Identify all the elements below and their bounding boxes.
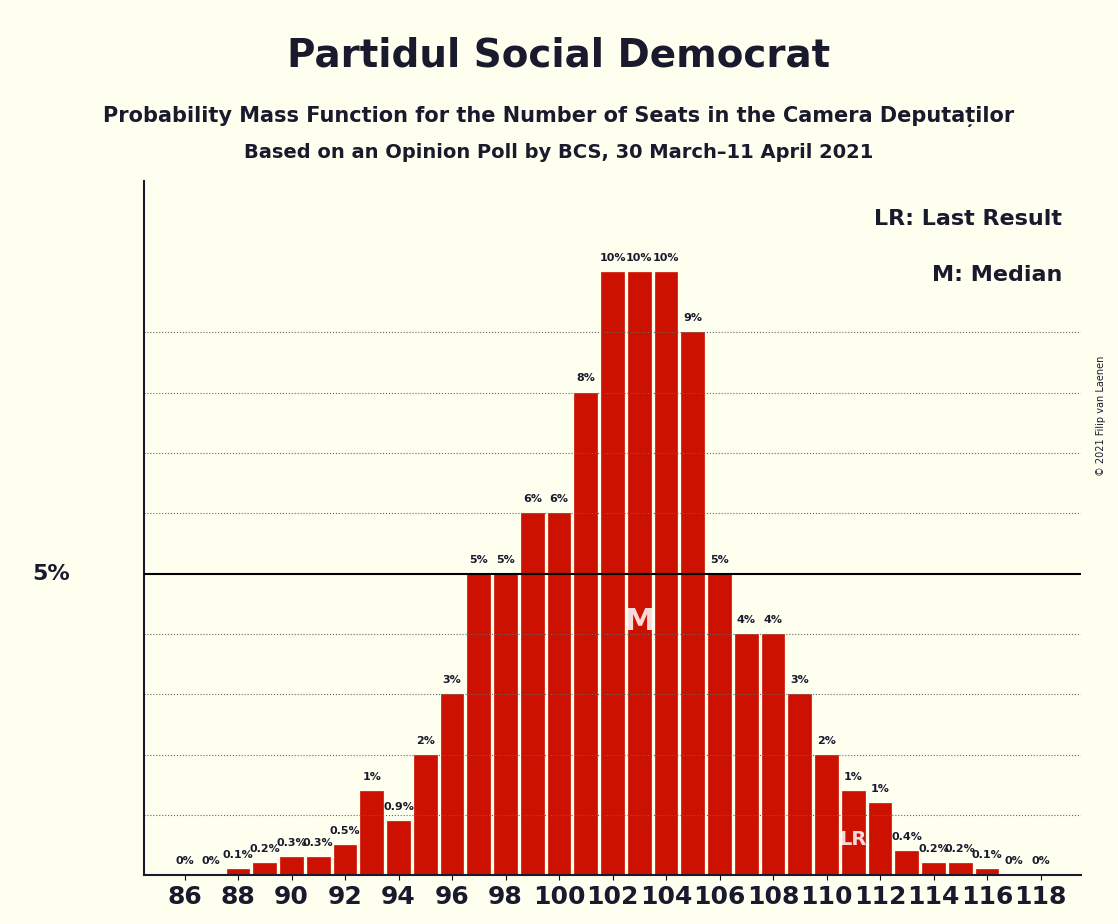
Bar [681,333,704,875]
Bar [360,791,383,875]
Bar [281,857,303,875]
Text: 0%: 0% [176,857,193,866]
Text: 0%: 0% [202,857,220,866]
Text: 2%: 2% [817,736,836,746]
Text: 0.1%: 0.1% [222,850,254,860]
Text: 8%: 8% [577,373,595,383]
Bar [628,272,651,875]
Text: 0.2%: 0.2% [249,845,281,854]
Text: 0.2%: 0.2% [945,845,976,854]
Text: 0.9%: 0.9% [383,802,414,812]
Text: LR: LR [840,831,866,849]
Text: 6%: 6% [550,494,569,505]
Text: Partidul Social Democrat: Partidul Social Democrat [287,37,831,75]
Text: © 2021 Filip van Laenen: © 2021 Filip van Laenen [1097,356,1106,476]
Bar [655,272,678,875]
Text: 2%: 2% [416,736,435,746]
Bar [601,272,624,875]
Bar [575,393,597,875]
Bar [440,694,463,875]
Text: 0.4%: 0.4% [891,833,922,842]
Text: 0.1%: 0.1% [972,850,1003,860]
Bar [815,755,837,875]
Bar [414,755,437,875]
Bar [708,574,731,875]
Text: M: M [624,607,654,637]
Bar [976,869,998,875]
Text: 3%: 3% [443,675,462,686]
Text: 9%: 9% [683,313,702,323]
Text: 4%: 4% [737,614,756,625]
Bar [521,513,543,875]
Bar [548,513,570,875]
Text: 5%: 5% [31,564,69,584]
Text: 10%: 10% [653,253,680,262]
Text: 0.3%: 0.3% [303,838,333,848]
Text: 1%: 1% [362,772,381,782]
Bar [387,821,410,875]
Text: 6%: 6% [523,494,542,505]
Bar [949,863,972,875]
Bar [494,574,517,875]
Text: M: Median: M: Median [931,264,1062,285]
Bar [467,574,490,875]
Text: 5%: 5% [710,554,729,565]
Text: 10%: 10% [626,253,653,262]
Text: 5%: 5% [496,554,515,565]
Text: 10%: 10% [599,253,626,262]
Bar [227,869,249,875]
Text: Based on an Opinion Poll by BCS, 30 March–11 April 2021: Based on an Opinion Poll by BCS, 30 Marc… [245,143,873,163]
Bar [761,634,785,875]
Text: 3%: 3% [790,675,809,686]
Bar [307,857,330,875]
Text: 4%: 4% [764,614,783,625]
Bar [922,863,945,875]
Bar [333,845,357,875]
Bar [896,851,918,875]
Bar [842,791,864,875]
Text: 0.3%: 0.3% [276,838,306,848]
Text: LR: Last Result: LR: Last Result [874,209,1062,229]
Text: 1%: 1% [844,772,863,782]
Text: 0.2%: 0.2% [918,845,949,854]
Text: 0%: 0% [1031,857,1050,866]
Bar [788,694,812,875]
Bar [735,634,758,875]
Text: 1%: 1% [871,784,890,794]
Bar [254,863,276,875]
Text: 0.5%: 0.5% [330,826,360,836]
Bar [869,803,891,875]
Text: 0%: 0% [1004,857,1023,866]
Text: Probability Mass Function for the Number of Seats in the Camera Deputaților: Probability Mass Function for the Number… [103,106,1015,128]
Text: 5%: 5% [470,554,489,565]
